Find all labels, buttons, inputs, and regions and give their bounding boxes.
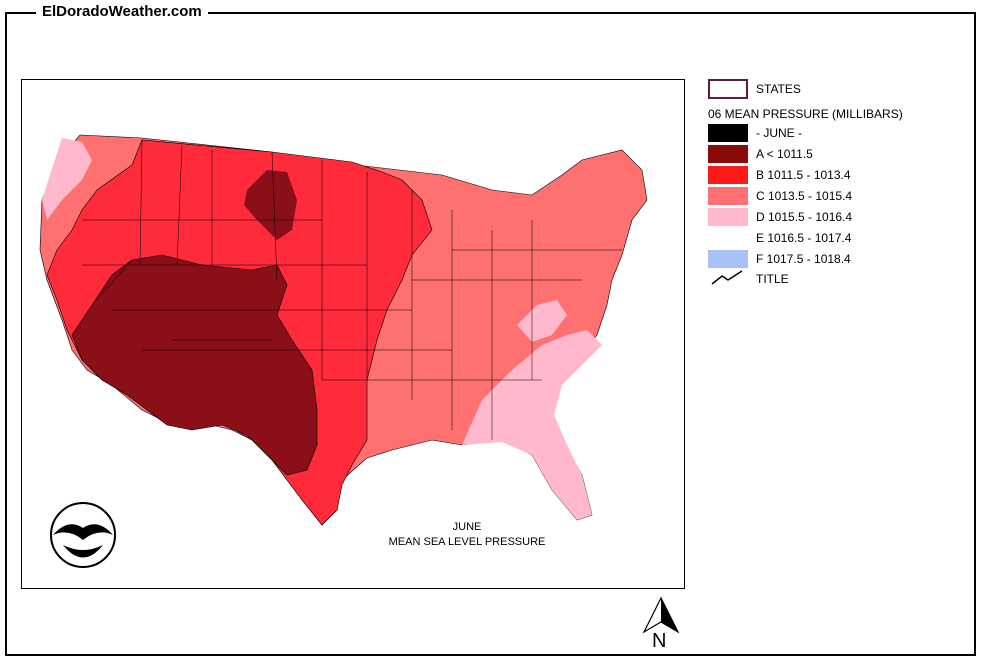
states-swatch <box>708 79 748 99</box>
legend-item: - JUNE - <box>708 123 802 143</box>
legend-swatch <box>708 145 748 163</box>
state-boundaries <box>82 139 622 440</box>
legend-item-label: D 1015.5 - 1016.4 <box>756 210 853 224</box>
legend-swatch <box>708 187 748 205</box>
site-title: ElDoradoWeather.com <box>36 3 208 20</box>
legend-item-label: - JUNE - <box>756 126 802 140</box>
legend-item: D 1015.5 - 1016.4 <box>708 207 852 227</box>
legend-title-row: TITLE <box>708 269 789 289</box>
map-frame <box>5 12 976 656</box>
us-pressure-map <box>39 134 648 526</box>
title-line-icon <box>711 270 743 285</box>
legend-item: B 1011.5 - 1013.4 <box>708 165 851 185</box>
caption-subtitle: MEAN SEA LEVEL PRESSURE <box>388 536 546 548</box>
legend-item: E 1016.5 - 1017.4 <box>708 228 851 248</box>
zone-d-southeast <box>462 330 602 520</box>
legend-item: F 1017.5 - 1018.4 <box>708 249 851 269</box>
noaa-logo-icon <box>48 500 118 570</box>
legend-swatch <box>708 229 748 247</box>
legend-item-label: A < 1011.5 <box>756 147 813 161</box>
map-panel: JUNE MEAN SEA LEVEL PRESSURE <box>21 79 685 589</box>
north-arrow-icon: N <box>636 596 686 656</box>
legend-item-label: C 1013.5 - 1015.4 <box>756 189 853 203</box>
legend-swatch <box>708 166 748 184</box>
legend-item-label: E 1016.5 - 1017.4 <box>756 231 852 245</box>
legend-swatch <box>708 250 748 268</box>
legend-heading: 06 MEAN PRESSURE (MILLIBARS) <box>708 107 903 121</box>
legend-states-label: STATES <box>756 82 801 96</box>
legend-states-row: STATES <box>708 79 801 99</box>
legend-item: C 1013.5 - 1015.4 <box>708 186 852 206</box>
zone-a-north <box>244 170 297 240</box>
legend-swatch <box>708 208 748 226</box>
legend-item: A < 1011.5 <box>708 144 813 164</box>
legend-swatch <box>708 124 748 142</box>
legend-item-label: F 1017.5 - 1018.4 <box>756 252 851 266</box>
map-caption: JUNE MEAN SEA LEVEL PRESSURE <box>352 520 582 550</box>
zone-d-northwest <box>42 138 92 220</box>
north-label: N <box>652 630 667 652</box>
legend-item-label: B 1011.5 - 1013.4 <box>756 168 851 182</box>
zone-d-appalachia <box>517 300 567 342</box>
zone-a <box>71 254 318 476</box>
caption-month: JUNE <box>452 521 482 533</box>
legend-title-label: TITLE <box>756 272 789 286</box>
